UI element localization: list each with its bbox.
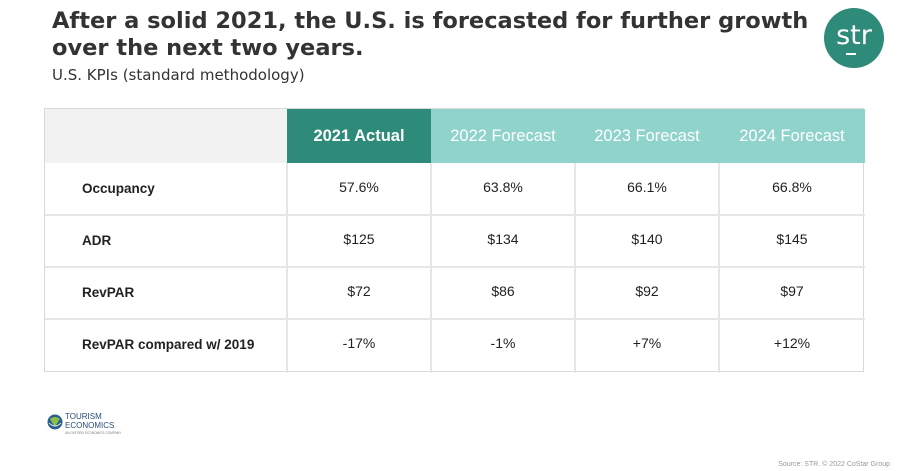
globe-icon: TOURISM ECONOMICS AN OXFORD ECONOMICS CO… — [47, 412, 122, 435]
table-cell: +12% — [773, 335, 811, 351]
table-cell: $97 — [780, 283, 804, 299]
table-cell: -17% — [342, 335, 376, 351]
row-label: ADR — [82, 233, 112, 248]
table-cell: $72 — [347, 283, 371, 299]
row-label: Occupancy — [82, 181, 155, 196]
column-header-3: 2023 Forecast — [575, 109, 719, 163]
column-header-4: 2024 Forecast — [719, 109, 865, 163]
table-cell: $145 — [776, 231, 808, 247]
header-empty-cell — [45, 109, 287, 163]
str-logo-underline — [846, 53, 856, 55]
column-header-1: 2021 Actual — [287, 109, 431, 163]
source-note: Source: STR. © 2022 CoStar Group — [778, 461, 890, 468]
table-cell: 63.8% — [483, 179, 523, 195]
partner-line2: ECONOMICS — [65, 421, 114, 430]
table-cell: 57.6% — [339, 179, 379, 195]
column-divider — [718, 163, 720, 373]
row-divider — [45, 214, 865, 216]
page-title: After a solid 2021, the U.S. is forecast… — [52, 8, 809, 61]
table-cell: +7% — [632, 335, 662, 351]
partner-line1: TOURISM — [65, 412, 102, 421]
str-logo: str — [824, 8, 884, 68]
str-logo-text: str — [836, 20, 872, 51]
column-header-2: 2022 Forecast — [431, 109, 575, 163]
table-cell: $125 — [343, 231, 375, 247]
partner-tagline: AN OXFORD ECONOMICS COMPANY — [65, 431, 122, 435]
table-cell: $140 — [631, 231, 663, 247]
column-divider — [574, 163, 576, 373]
row-divider — [45, 266, 865, 268]
row-divider — [45, 318, 865, 320]
table-cell: $92 — [635, 283, 659, 299]
column-divider — [286, 163, 288, 373]
row-label: RevPAR — [82, 285, 135, 300]
row-label: RevPAR compared w/ 2019 — [82, 337, 255, 352]
table-cell: 66.8% — [772, 179, 812, 195]
page-subtitle: U.S. KPIs (standard methodology) — [52, 66, 305, 84]
column-divider — [430, 163, 432, 373]
table-cell: $134 — [487, 231, 519, 247]
table-cell: $86 — [491, 283, 515, 299]
tourism-economics-logo: TOURISM ECONOMICS AN OXFORD ECONOMICS CO… — [46, 410, 146, 440]
table-cell: 66.1% — [627, 179, 667, 195]
kpi-table: 2021 Actual 2022 Forecast 2023 Forecast 202… — [44, 108, 865, 373]
table-cell: -1% — [490, 335, 516, 351]
